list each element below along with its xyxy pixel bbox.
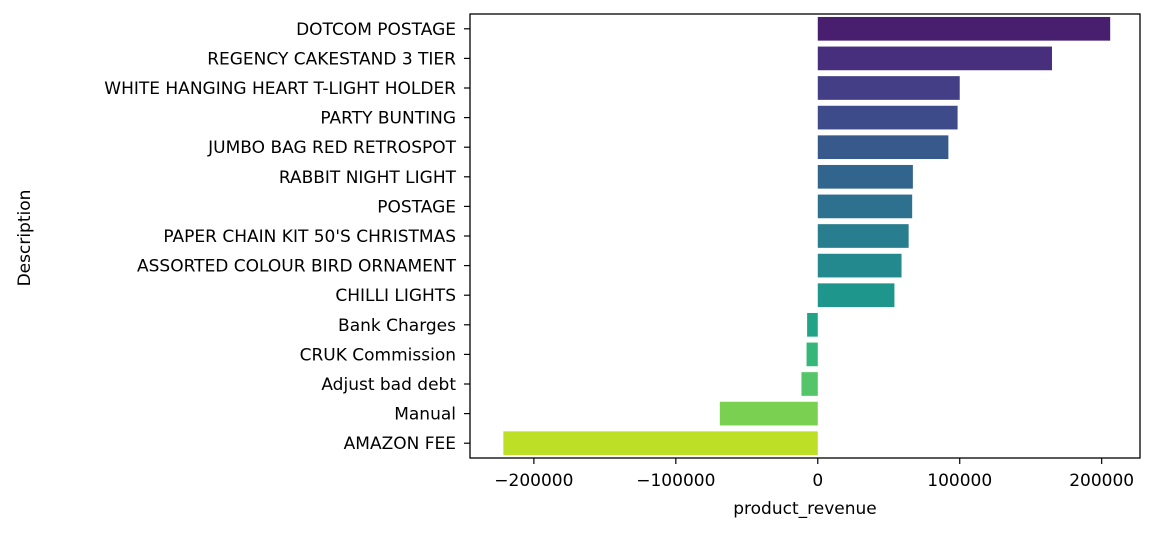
bar: [817, 164, 913, 189]
x-axis: −200000 −100000 0 100000 200000: [494, 458, 1134, 491]
y-tick-label: AMAZON FEE: [344, 434, 456, 454]
y-tick-label: PAPER CHAIN KIT 50'S CHRISTMAS: [163, 227, 456, 247]
bar: [807, 312, 818, 337]
bar: [817, 76, 960, 100]
y-tick-label: POSTAGE: [377, 197, 456, 217]
y-tick-label: ASSORTED COLOUR BIRD ORNAMENT: [137, 257, 457, 277]
x-tick-label: 100000: [927, 471, 992, 491]
bar: [817, 105, 958, 130]
bar: [503, 431, 818, 456]
y-tick-label: WHITE HANGING HEART T-LIGHT HOLDER: [104, 79, 456, 99]
x-axis-label: product_revenue: [733, 499, 877, 519]
y-tick-label: CRUK Commission: [300, 345, 456, 365]
y-tick-label: RABBIT NIGHT LIGHT: [279, 168, 457, 188]
bar: [817, 224, 909, 248]
x-tick-label: 200000: [1069, 471, 1134, 491]
bar: [817, 283, 895, 308]
bar: [817, 194, 913, 219]
bar: [817, 46, 1052, 71]
bar: [806, 342, 818, 367]
y-tick-label: Bank Charges: [338, 316, 456, 336]
y-tick-label: Manual: [394, 405, 456, 425]
y-tick-label: PARTY BUNTING: [320, 109, 456, 129]
bar: [801, 372, 818, 396]
y-tick-label: Adjust bad debt: [321, 375, 456, 395]
y-tick-label: JUMBO BAG RED RETROSPOT: [207, 138, 456, 158]
bar: [817, 135, 949, 160]
y-tick-label: DOTCOM POSTAGE: [296, 20, 456, 40]
bar: [817, 253, 902, 278]
y-axis-label: Description: [15, 190, 35, 287]
y-tick-label: REGENCY CAKESTAND 3 TIER: [207, 49, 456, 69]
bar: [817, 16, 1111, 41]
x-tick-label: 0: [812, 471, 823, 491]
y-axis: DOTCOM POSTAGE REGENCY CAKESTAND 3 TIER WH…: [104, 20, 470, 454]
y-tick-label: CHILLI LIGHTS: [335, 286, 456, 306]
x-tick-label: −200000: [494, 471, 573, 491]
bars-group: [503, 16, 1111, 456]
bar: [719, 401, 818, 426]
x-tick-label: −100000: [636, 471, 715, 491]
